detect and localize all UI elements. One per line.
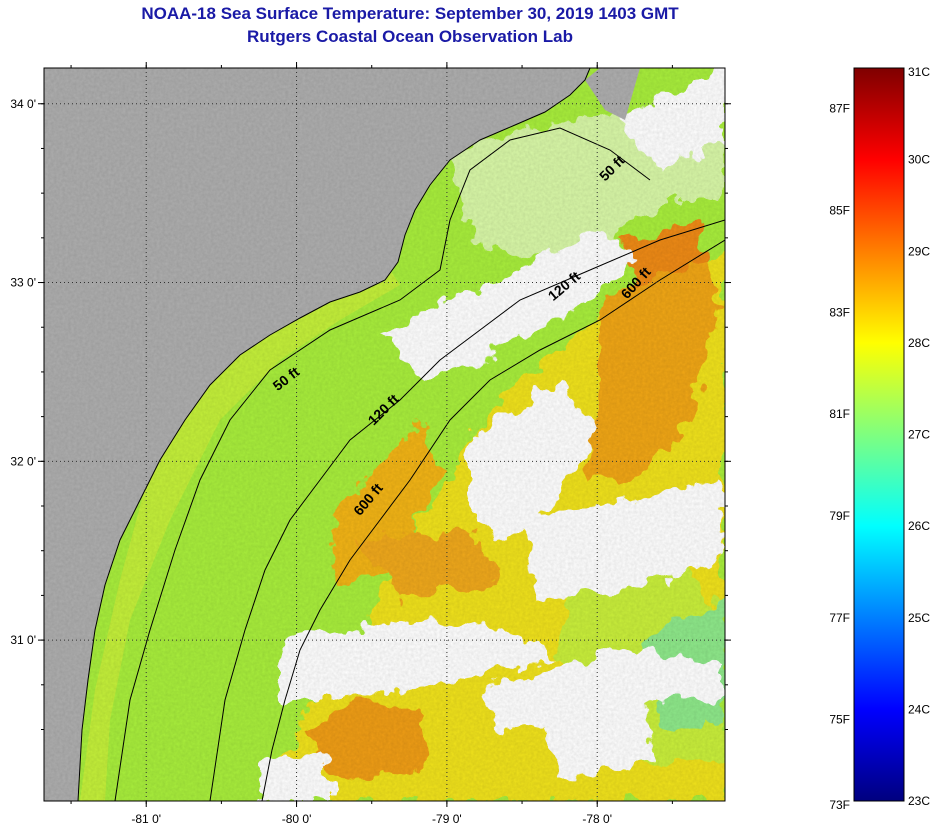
celsius-label: 25C: [908, 611, 930, 625]
lat-tick-label: 32 0': [10, 454, 36, 468]
isobath-600ft: [261, 239, 725, 801]
isobath-50ft: [114, 127, 651, 801]
map-title: NOAA-18 Sea Surface Temperature: Septemb…: [141, 4, 679, 23]
celsius-label: 26C: [908, 519, 930, 533]
speckle-texture: [44, 68, 725, 801]
colorbar-fahrenheit-labels: 87F 85F 83F 81F 79F 77F 75F 73F: [829, 102, 850, 812]
fahrenheit-label: 79F: [829, 509, 850, 523]
lon-tick-label: -79 0': [432, 812, 462, 826]
lon-tick-label: -81 0': [131, 812, 161, 826]
fahrenheit-label: 87F: [829, 102, 850, 116]
fahrenheit-label: 83F: [829, 305, 850, 319]
fahrenheit-label: 73F: [829, 798, 850, 812]
map-subtitle: Rutgers Coastal Ocean Observation Lab: [247, 27, 573, 46]
colorbar: 31C 30C 29C 28C 27C 26C 25C 24C 23C 87F 85F 83F 81F…: [829, 65, 930, 812]
isobath-120ft: [209, 219, 725, 801]
celsius-label: 29C: [908, 244, 930, 258]
lat-tick-label: 31 0': [10, 633, 36, 647]
celsius-label: 30C: [908, 153, 930, 167]
colorbar-gradient: [853, 67, 905, 802]
celsius-label: 31C: [908, 65, 930, 79]
fahrenheit-label: 81F: [829, 407, 850, 421]
fahrenheit-label: 85F: [829, 204, 850, 218]
celsius-label: 24C: [908, 702, 930, 716]
celsius-label: 28C: [908, 336, 930, 350]
celsius-label: 23C: [908, 794, 930, 808]
fahrenheit-label: 75F: [829, 713, 850, 727]
frame-ticks: [38, 62, 731, 807]
colorbar-celsius-labels: 31C 30C 29C 28C 27C 26C 25C 24C 23C: [908, 65, 930, 808]
lon-tick-label: -80 0': [282, 812, 312, 826]
lon-tick-label: -78 0': [582, 812, 612, 826]
graticule: [44, 68, 725, 801]
fahrenheit-label: 77F: [829, 611, 850, 625]
axis-labels: -81 0' -80 0' -79 0' -78 0' 34 0' 33 0' 32 0' 3…: [10, 97, 612, 826]
coastline: [77, 68, 591, 801]
map-frame: [43, 67, 726, 802]
lat-tick-label: 33 0': [10, 276, 36, 290]
lat-tick-label: 34 0': [10, 97, 36, 111]
celsius-label: 27C: [908, 428, 930, 442]
